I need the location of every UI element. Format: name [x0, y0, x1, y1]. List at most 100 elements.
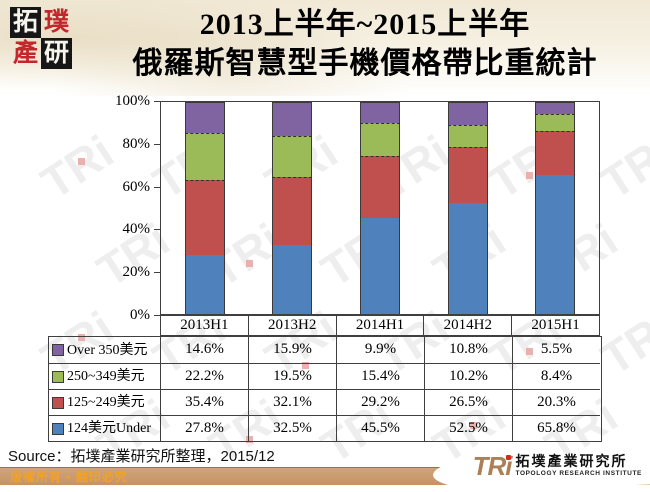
- bar-segment: [272, 102, 313, 136]
- logo-char: 產: [12, 40, 38, 67]
- bar-segment: [272, 135, 313, 178]
- title-line-1: 2013上半年~2015上半年: [199, 8, 531, 41]
- bar-column: [249, 102, 337, 314]
- logo-char: 研: [41, 38, 72, 69]
- bar-segment: [184, 132, 225, 181]
- bar-segment: [184, 180, 225, 256]
- table-cell: 22.2%: [160, 363, 248, 389]
- bar-segment: [535, 131, 576, 175]
- legend-label: 250~349美元: [67, 369, 145, 384]
- table-cell: 29.2%: [336, 389, 424, 415]
- bar-segment: [535, 174, 576, 314]
- table-cell: 32.5%: [248, 415, 336, 441]
- legend-label: 125~249美元: [67, 395, 145, 410]
- page-title: 2013上半年~2015上半年 俄羅斯智慧型手機價格帶比重統計: [100, 5, 630, 83]
- table-cell: 15.9%: [248, 337, 336, 363]
- legend-label: 124美元Under: [67, 421, 151, 436]
- y-axis-tick: [154, 143, 160, 145]
- tri-brand-english: TOPOLOGY RESEARCH INSTITUTE: [515, 470, 642, 477]
- y-axis-label: 80%: [122, 135, 151, 152]
- top-banner: [0, 0, 650, 96]
- bar-segment: [359, 155, 400, 218]
- footer-bar: 版權所有 ▪ 翻印必究 TRi 拓墣產業研究所 TOPOLOGY RESEARC…: [0, 449, 650, 492]
- stacked-bar: [184, 102, 225, 314]
- bar-column: [336, 102, 424, 314]
- table-cell: 26.5%: [424, 389, 512, 415]
- table-cell: 45.5%: [336, 415, 424, 441]
- data-table: Over 350美元 14.6% 15.9% 9.9% 10.8% 5.5% 2…: [48, 336, 602, 442]
- legend-row-label: Over 350美元: [49, 337, 160, 363]
- stacked-bar: [535, 102, 576, 314]
- y-axis-tick: [154, 315, 160, 316]
- category-label: 2013H2: [247, 316, 336, 335]
- plot-columns: [160, 101, 600, 315]
- logo-char: 璞: [43, 9, 69, 36]
- legend-label: Over 350美元: [67, 342, 148, 358]
- y-axis-label: 0%: [130, 307, 150, 323]
- category-label: 2014H1: [335, 316, 424, 335]
- bar-column: [511, 102, 599, 314]
- y-axis-label: 40%: [122, 221, 151, 238]
- bar-column: [424, 102, 512, 314]
- table-cell: 35.4%: [160, 389, 248, 415]
- category-label: 2013H1: [180, 317, 229, 333]
- table-cell: 10.2%: [424, 363, 512, 389]
- topology-logo-grid: 拓 璞 產 研: [10, 7, 72, 69]
- table-cell: 19.5%: [248, 363, 336, 389]
- legend-chip: [52, 370, 64, 383]
- table-cell: 9.9%: [336, 337, 424, 363]
- y-axis-label: 60%: [122, 178, 151, 195]
- bar-segment: [535, 113, 576, 132]
- bar-segment: [447, 146, 488, 203]
- legend-row-label: 125~249美元: [49, 389, 160, 415]
- bar-segment: [447, 124, 488, 147]
- legend-row-label: 124美元Under: [49, 415, 160, 441]
- y-axis-label: 100%: [115, 93, 150, 109]
- bar-segment: [535, 102, 576, 114]
- bar-segment: [272, 245, 313, 314]
- stacked-bar: [447, 102, 488, 314]
- x-axis-category-row: 2013H1 2013H2 2014H1 2014H2 2015H1: [160, 315, 600, 336]
- copyright-text: 版權所有 ▪ 翻印必究: [10, 470, 128, 484]
- table-cell: 65.8%: [512, 415, 600, 441]
- title-line-2: 俄羅斯智慧型手機價格帶比重統計: [132, 47, 598, 80]
- tri-logo: TRi 拓墣產業研究所 TOPOLOGY RESEARCH INSTITUTE: [473, 453, 642, 479]
- stacked-bar: [272, 102, 313, 314]
- table-cell: 27.8%: [160, 415, 248, 441]
- y-axis-tick: [154, 101, 160, 102]
- bar-segment: [184, 255, 225, 314]
- bar-segment: [359, 102, 400, 124]
- bar-segment: [447, 202, 488, 314]
- table-cell: 5.5%: [512, 337, 600, 363]
- tri-brand-text: 拓墣產業研究所 TOPOLOGY RESEARCH INSTITUTE: [516, 455, 642, 479]
- y-axis: 100% 80% 60% 40% 20% 0%: [0, 93, 160, 323]
- bar-segment: [272, 177, 313, 246]
- table-cell: 8.4%: [512, 363, 600, 389]
- bar-segment: [184, 102, 225, 133]
- tri-logo-mark: TRi: [473, 453, 513, 479]
- table-cell: 15.4%: [336, 363, 424, 389]
- bar-column: [161, 102, 249, 314]
- category-label: 2014H2: [423, 316, 511, 335]
- table-cell: 20.3%: [512, 389, 600, 415]
- y-axis-tick: [154, 272, 160, 274]
- bar-segment: [447, 102, 488, 125]
- table-cell: 32.1%: [248, 389, 336, 415]
- legend-chip: [52, 344, 64, 356]
- tri-logo-red-dot-icon: [505, 455, 511, 460]
- table-cell: 52.5%: [424, 415, 512, 441]
- y-axis-label: 20%: [122, 264, 151, 281]
- legend-chip: [52, 396, 64, 409]
- category-label: 2015H1: [511, 316, 599, 335]
- bar-segment: [359, 217, 400, 314]
- legend-row-label: 250~349美元: [49, 363, 160, 389]
- tri-brand-chinese: 拓墣產業研究所: [515, 455, 628, 470]
- logo-char: 拓: [10, 7, 41, 38]
- legend-chip: [52, 422, 64, 435]
- y-axis-tick: [154, 186, 160, 188]
- source-note: Source：拓墣產業研究所整理，2015/12: [8, 448, 275, 465]
- y-axis-tick: [154, 229, 160, 231]
- stacked-bar: [359, 102, 400, 314]
- table-cell: 10.8%: [424, 337, 512, 363]
